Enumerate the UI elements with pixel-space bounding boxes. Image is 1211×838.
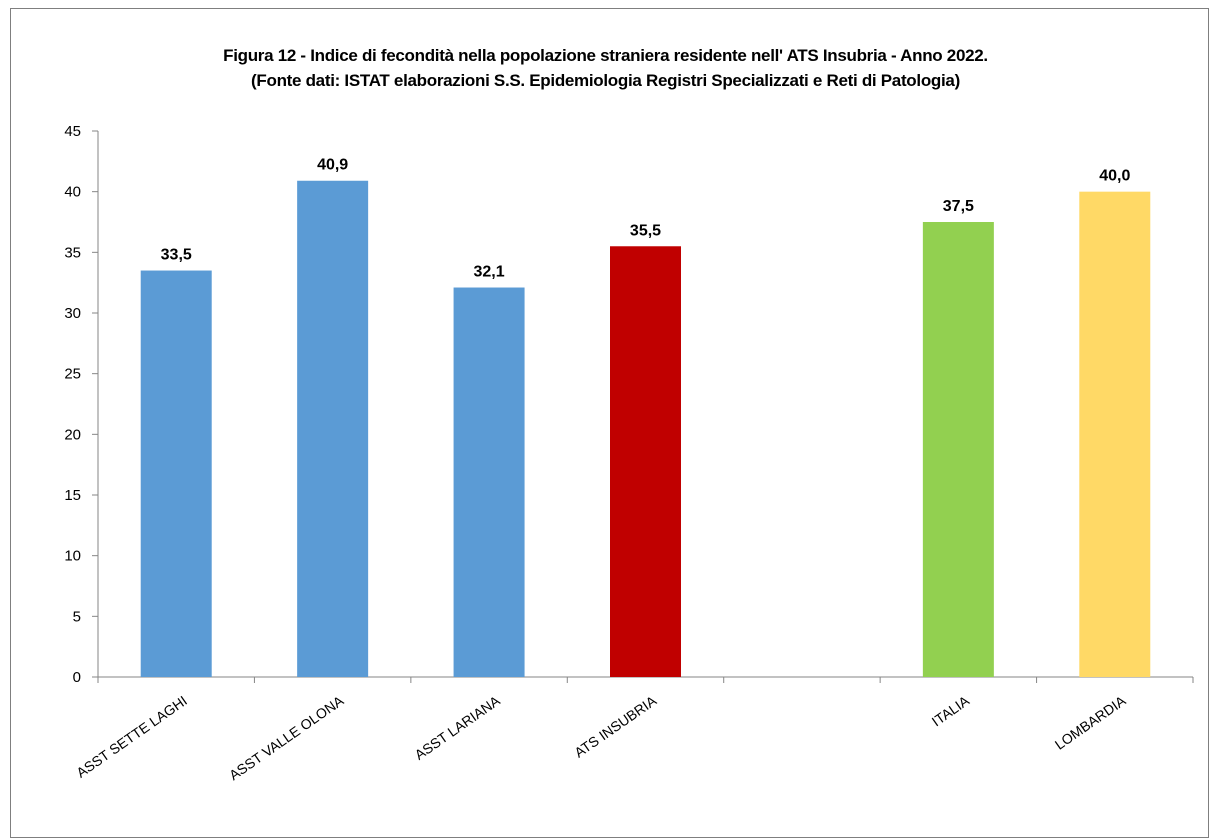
y-tick-label: 25 [64,366,81,383]
bar [453,287,525,677]
x-category-label: LOMBARDIA [1052,692,1129,753]
y-tick-label: 20 [64,426,81,443]
data-label: 40,0 [1099,168,1130,185]
bar [1079,191,1151,677]
bar [140,270,212,677]
data-label: 35,5 [630,222,661,239]
bar [922,222,994,677]
y-tick-label: 45 [64,123,81,140]
y-tick-label: 30 [64,305,81,322]
chart-title-line1: Figura 12 - Indice di fecondità nella po… [223,46,988,65]
y-tick-label: 0 [73,669,81,686]
y-tick-label: 40 [64,184,81,201]
data-label: 32,1 [474,264,505,281]
x-category-label: ASST VALLE OLONA [226,692,347,783]
bar [297,180,369,677]
data-label: 33,5 [161,247,192,264]
y-tick-label: 5 [73,608,81,625]
data-label: 37,5 [943,198,974,215]
x-category-label: ASST LARIANA [412,692,504,763]
bar [610,246,681,677]
y-tick-label: 15 [64,487,81,504]
bar-chart: 0 5 10 15 20 25 30 35 40 45 33,5 ASST SETTE LAGHI 40… [64,123,1194,783]
x-category-label: ITALIA [929,692,973,729]
chart-title-line2: (Fonte dati: ISTAT elaborazioni S.S. Epi… [251,71,960,90]
data-label: 40,9 [317,157,348,174]
y-tick-label: 35 [64,244,81,261]
y-tick-label: 10 [64,548,81,565]
x-category-label: ATS INSUBRIA [571,692,660,761]
x-category-label: ASST SETTE LAGHI [73,692,190,780]
chart-title: Figura 12 - Indice di fecondità nella po… [0,43,1211,93]
